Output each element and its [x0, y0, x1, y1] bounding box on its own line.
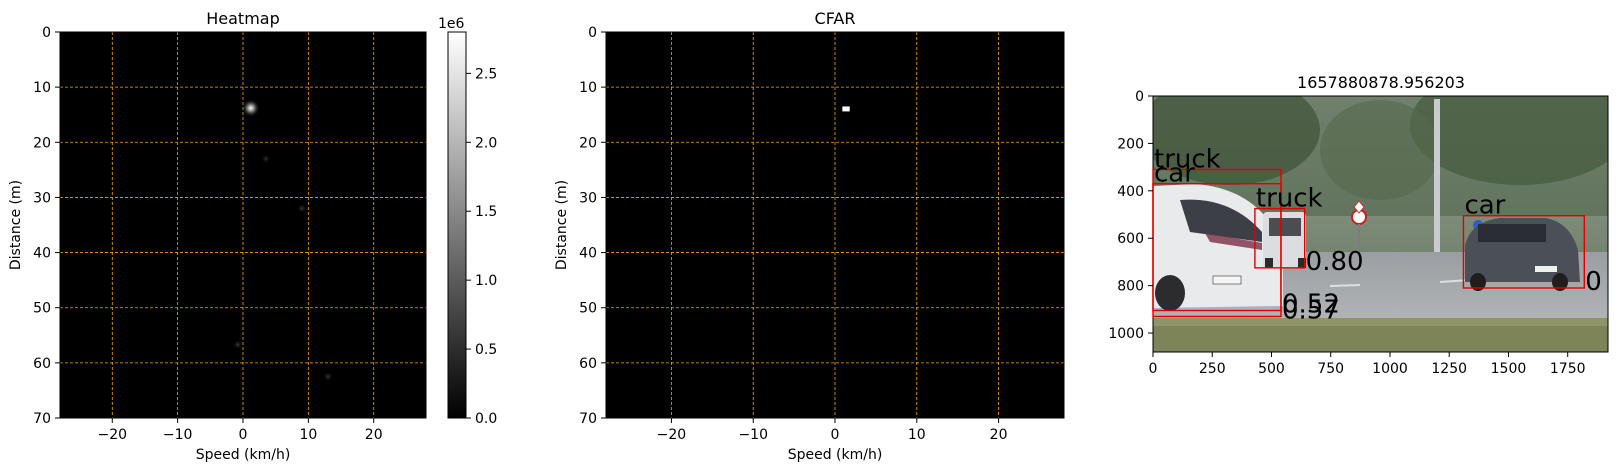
- cfar-ylabel: Distance (m): [554, 180, 570, 270]
- detection-label: truck: [1256, 184, 1323, 214]
- cfar-ytick-label: 0: [588, 25, 597, 41]
- heatmap-ytick-label: 60: [33, 356, 51, 372]
- cfar-xlabel: Speed (km/h): [788, 447, 883, 463]
- colorbar: [447, 31, 467, 419]
- cfar-x-ticks: −20 −10 0 10 20: [657, 418, 1008, 443]
- camera-photo: [1153, 96, 1608, 352]
- detection-label: truck: [1154, 144, 1221, 174]
- heatmap-ytick-label: 0: [42, 25, 51, 41]
- detection-label: car: [1464, 191, 1505, 221]
- cfar-ytick-label: 60: [579, 356, 597, 372]
- camera-xtick-label: 1750: [1550, 361, 1586, 377]
- cfar-y-ticks: 0 10 20 30 40 50 60 70: [579, 25, 606, 427]
- camera-xtick-label: 500: [1258, 361, 1285, 377]
- colorbar-tick-label: 1.5: [475, 204, 497, 220]
- camera-ytick-label: 0: [1135, 89, 1144, 105]
- detection-box: [1254, 207, 1306, 269]
- heatmap-hotspot: [241, 99, 260, 118]
- heatmap-hotspot: [232, 339, 243, 350]
- cfar-ytick-label: 20: [579, 135, 597, 151]
- colorbar-tick-label: 2.0: [475, 135, 497, 151]
- camera-ytick-label: 600: [1117, 231, 1144, 247]
- heatmap-hotspot: [296, 203, 307, 214]
- detection-score: 0.57: [1282, 295, 1340, 325]
- heatmap-ytick-label: 20: [33, 135, 51, 151]
- colorbar-tick-label: 2.5: [475, 66, 497, 82]
- cfar-xtick-label: −10: [738, 427, 768, 443]
- camera-ytick-label: 800: [1117, 279, 1144, 295]
- cfar-xtick-label: 20: [990, 427, 1008, 443]
- heatmap-ylabel: Distance (m): [8, 180, 24, 270]
- detection-score: 0.80: [1306, 247, 1364, 277]
- heatmap-hotspot: [260, 153, 271, 164]
- heatmap-xtick-label: 10: [299, 427, 317, 443]
- heatmap-ytick-label: 50: [33, 301, 51, 317]
- camera-x-ticks: 0 250 500 750 1000 1250 1500 1750: [1149, 352, 1586, 377]
- cfar-ytick-label: 40: [579, 246, 597, 262]
- cfar-ytick-label: 70: [579, 411, 597, 427]
- detection-label: car: [1154, 159, 1195, 189]
- camera-xtick-label: 1500: [1491, 361, 1527, 377]
- heatmap-ytick-label: 10: [33, 80, 51, 96]
- heatmap-x-ticks: −20 −10 0 10 20: [98, 418, 383, 443]
- cfar-detections: [842, 106, 850, 112]
- heatmap-grid: [60, 32, 426, 418]
- camera-ytick-label: 1000: [1108, 326, 1144, 342]
- heatmap-y-ticks: 0 10 20 30 40 50 60 70: [33, 25, 60, 427]
- heatmap-xtick-label: 0: [239, 427, 248, 443]
- cfar-detection-cell: [842, 106, 850, 112]
- colorbar-tick-label: 0.0: [475, 411, 497, 427]
- heatmap-hotspot: [322, 371, 333, 382]
- camera-ytick-label: 400: [1117, 184, 1144, 200]
- cfar-ytick-label: 30: [579, 190, 597, 206]
- colorbar-tick-label: 0.5: [475, 342, 497, 358]
- camera-xtick-label: 1250: [1431, 361, 1467, 377]
- camera-xtick-label: 0: [1149, 361, 1158, 377]
- camera-xtick-label: 750: [1317, 361, 1344, 377]
- colorbar-scale-label: 1e6: [438, 16, 465, 32]
- camera-ytick-label: 200: [1117, 136, 1144, 152]
- heatmap-xtick-label: −10: [163, 427, 193, 443]
- camera-y-ticks: 0 200 400 600 800 1000: [1108, 89, 1153, 342]
- heatmap-hotspots: [232, 99, 333, 382]
- heatmap-ytick-label: 40: [33, 246, 51, 262]
- detection-score: 0: [1585, 267, 1602, 297]
- cfar-ytick-label: 10: [579, 80, 597, 96]
- cfar-panel: CFAR −20 −10 0 10 20 0 10 20 30 40 50 60 70 Speed (…: [554, 9, 1065, 463]
- cfar-xtick-label: 10: [908, 427, 926, 443]
- detection-box: [1152, 183, 1282, 312]
- heatmap-ytick-label: 70: [33, 411, 51, 427]
- camera-title: 1657880878.956203: [1297, 73, 1465, 92]
- heatmap-xtick-label: −20: [98, 427, 128, 443]
- camera-panel: 1657880878.956203: [1108, 73, 1609, 377]
- camera-xtick-label: 1000: [1372, 361, 1408, 377]
- heatmap-panel: Heatmap −20 −10 0 10 20 0 10 20 30 40 50 60 70 Spee…: [8, 9, 497, 463]
- heatmap-xtick-label: 20: [365, 427, 383, 443]
- cfar-xtick-label: 0: [831, 427, 840, 443]
- camera-detections: truck 0.57 car 0.52 truck 0.80 car 0: [1152, 144, 1602, 325]
- cfar-xtick-label: −20: [657, 427, 687, 443]
- camera-xtick-label: 250: [1199, 361, 1226, 377]
- colorbar-ticks: 0.0 0.5 1.0 1.5 2.0 2.5: [466, 66, 497, 427]
- detection-box: [1462, 215, 1586, 289]
- cfar-grid: [606, 32, 1064, 418]
- heatmap-ytick-label: 30: [33, 190, 51, 206]
- heatmap-title: Heatmap: [206, 9, 280, 28]
- cfar-ytick-label: 50: [579, 301, 597, 317]
- cfar-title: CFAR: [815, 9, 856, 28]
- heatmap-xlabel: Speed (km/h): [196, 447, 291, 463]
- colorbar-tick-label: 1.0: [475, 273, 497, 289]
- detection-score: 0.52: [1282, 290, 1340, 320]
